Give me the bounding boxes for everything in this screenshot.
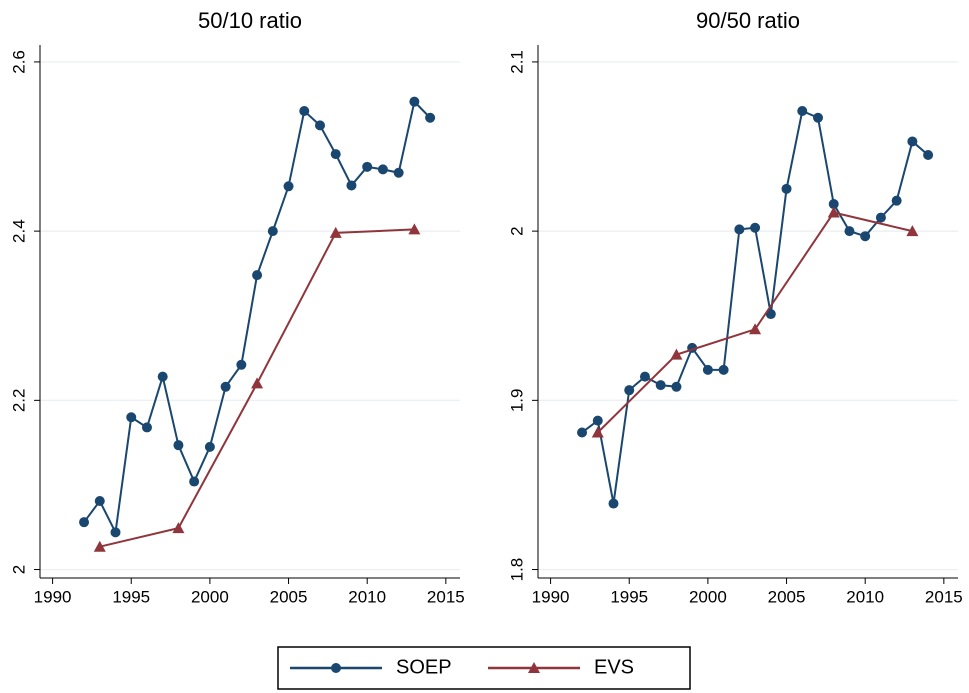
- marker: [749, 323, 762, 335]
- x-tick-label: 2015: [427, 587, 465, 606]
- x-tick-label: 2010: [846, 587, 884, 606]
- marker: [891, 195, 902, 206]
- series-line: [597, 211, 913, 434]
- marker: [718, 364, 729, 375]
- marker: [670, 348, 683, 360]
- marker: [79, 517, 90, 528]
- marker: [750, 222, 761, 233]
- y-tick-label: 2: [507, 226, 526, 235]
- marker: [329, 226, 342, 238]
- marker: [173, 440, 184, 451]
- marker: [141, 422, 152, 433]
- marker: [624, 385, 635, 396]
- marker: [828, 199, 839, 210]
- legend-marker: [528, 662, 540, 673]
- series-line: [83, 99, 431, 536]
- marker: [362, 161, 373, 172]
- chart-title: 50/10 ratio: [198, 8, 302, 33]
- marker: [93, 540, 106, 552]
- marker: [655, 380, 666, 391]
- x-tick-label: 2000: [689, 587, 727, 606]
- x-tick-label: 1995: [112, 587, 150, 606]
- marker: [299, 105, 310, 116]
- marker: [907, 136, 918, 147]
- legend-label: EVS: [594, 656, 634, 678]
- marker: [860, 231, 871, 242]
- marker: [577, 427, 588, 438]
- marker: [346, 180, 357, 191]
- marker: [110, 527, 121, 538]
- marker: [813, 112, 823, 123]
- marker: [393, 167, 404, 178]
- marker: [592, 415, 603, 426]
- x-tick-label: 2005: [270, 587, 308, 606]
- marker: [157, 371, 168, 382]
- marker: [189, 476, 200, 487]
- marker: [702, 364, 713, 375]
- marker: [126, 412, 137, 423]
- y-tick-label: 2: [9, 565, 28, 574]
- marker: [844, 226, 855, 237]
- x-tick-label: 2005: [768, 587, 806, 606]
- marker: [409, 96, 420, 107]
- marker: [875, 212, 886, 223]
- marker: [591, 426, 604, 438]
- marker: [204, 441, 215, 452]
- chart-title: 90/50 ratio: [696, 8, 800, 33]
- y-tick-label: 2.1: [507, 50, 526, 74]
- y-tick-label: 1.9: [507, 389, 526, 413]
- marker: [425, 112, 436, 123]
- marker: [377, 164, 388, 175]
- legend-marker: [331, 663, 341, 673]
- x-tick-label: 2010: [348, 587, 386, 606]
- marker: [734, 224, 745, 235]
- marker: [827, 206, 840, 218]
- x-tick-label: 1995: [610, 587, 648, 606]
- x-tick-label: 1990: [532, 587, 570, 606]
- marker: [608, 498, 619, 509]
- marker: [781, 183, 792, 194]
- marker: [671, 381, 682, 392]
- marker: [267, 226, 278, 237]
- y-tick-label: 2.4: [9, 219, 28, 243]
- marker: [172, 522, 185, 534]
- marker: [765, 309, 776, 320]
- marker: [94, 496, 105, 507]
- marker: [236, 359, 247, 370]
- y-tick-label: 2.2: [9, 389, 28, 413]
- marker: [330, 149, 341, 160]
- x-tick-label: 1990: [34, 587, 72, 606]
- marker: [639, 371, 650, 382]
- marker: [906, 225, 919, 237]
- y-tick-label: 1.8: [507, 558, 526, 582]
- legend-label: SOEP: [396, 656, 452, 678]
- marker: [408, 223, 421, 235]
- x-tick-label: 2000: [191, 587, 229, 606]
- marker: [315, 120, 325, 131]
- marker: [797, 105, 808, 116]
- marker: [252, 270, 263, 281]
- marker: [283, 181, 294, 192]
- y-tick-label: 2.6: [9, 50, 28, 74]
- marker: [923, 149, 934, 160]
- marker: [251, 377, 264, 389]
- marker: [220, 381, 231, 392]
- series-line: [581, 109, 929, 504]
- x-tick-label: 2015: [925, 587, 963, 606]
